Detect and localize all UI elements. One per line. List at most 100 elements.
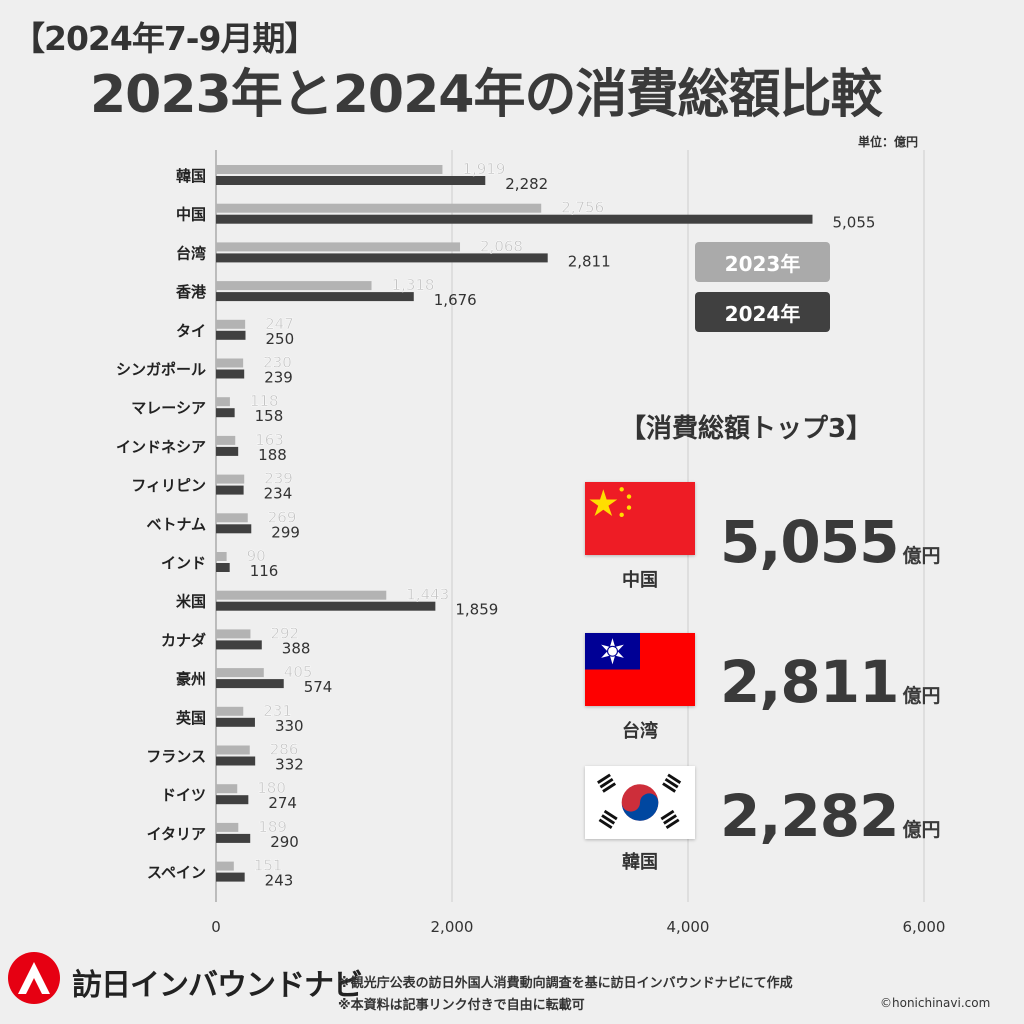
value-label-2023: 90	[247, 547, 266, 565]
value-label-2024: 243	[265, 872, 294, 890]
category-label: ドイツ	[161, 786, 206, 804]
value-label-2023: 231	[263, 702, 292, 720]
value-label-2024: 2,811	[568, 252, 611, 270]
taiwan-flag-icon	[585, 633, 695, 706]
bar-2023	[216, 435, 236, 445]
legend-2024: 2024年	[695, 292, 830, 332]
bar-2023	[216, 281, 372, 291]
category-label: 米国	[176, 593, 206, 611]
value-label-2024: 239	[264, 369, 293, 387]
value-label-2023: 405	[284, 663, 313, 681]
category-label: インドネシア	[116, 438, 206, 456]
bar-2023	[216, 552, 227, 561]
value-label-2024: 299	[271, 523, 300, 541]
value-label-2023: 118	[250, 392, 279, 410]
china-flag-icon	[585, 482, 695, 555]
category-label: シンガポール	[116, 361, 206, 379]
value-label-2023: 230	[263, 354, 292, 372]
value-label-2024: 1,859	[455, 601, 498, 619]
bar-2024	[216, 330, 246, 340]
bar-2023	[216, 745, 250, 755]
bar-2023	[216, 590, 387, 600]
value-label-2023: 247	[265, 315, 294, 333]
value-label-2024: 5,055	[832, 214, 875, 232]
bar-2024	[216, 485, 244, 495]
value-label-2023: 189	[258, 818, 287, 836]
bar-2024	[216, 833, 251, 843]
top3-country: 韓国	[622, 852, 658, 873]
bar-2023	[216, 706, 244, 716]
bar-2024	[216, 640, 262, 650]
value-label-2023: 286	[270, 741, 299, 759]
bar-2024	[216, 872, 245, 882]
top2-amount: 2,811 億円	[720, 648, 941, 716]
legend-2023: 2023年	[695, 242, 830, 282]
value-label-2024: 234	[264, 485, 293, 503]
value-label-2024: 330	[275, 717, 304, 735]
value-label-2023: 163	[255, 431, 284, 449]
category-label: フィリピン	[131, 477, 206, 495]
bar-2024	[216, 563, 230, 572]
category-label: カナダ	[161, 631, 206, 649]
x-tick-label: 6,000	[903, 918, 946, 936]
value-label-2024: 332	[275, 756, 304, 774]
bar-2024	[216, 717, 255, 727]
value-label-2023: 180	[257, 779, 286, 797]
bar-2024	[216, 369, 245, 379]
value-label-2023: 239	[264, 470, 293, 488]
x-tick-label: 2,000	[431, 918, 474, 936]
value-label-2023: 1,318	[392, 276, 435, 294]
x-tick-label: 4,000	[667, 918, 710, 936]
category-label: 香港	[176, 283, 207, 301]
bar-2023	[216, 784, 238, 794]
value-label-2023: 292	[270, 624, 299, 642]
reprint-note: ※本資料は記事リンク付きで自由に転載可	[338, 998, 585, 1013]
category-label: マレーシア	[131, 399, 206, 417]
bar-2024	[216, 446, 239, 456]
value-label-2024: 574	[304, 678, 333, 696]
category-label: スペイン	[147, 864, 206, 882]
bar-2024	[216, 524, 252, 534]
bar-2023	[216, 203, 542, 213]
value-label-2024: 188	[258, 446, 287, 464]
value-label-2024: 158	[255, 407, 284, 425]
category-label: イタリア	[147, 825, 206, 843]
page-title: 2023年と2024年の消費総額比較	[90, 65, 882, 125]
bar-2023	[216, 242, 461, 252]
unit-label: 単位：億円	[858, 135, 919, 149]
top3-title: 【消費総額トップ3】	[620, 414, 873, 444]
category-label: ベトナム	[146, 515, 206, 533]
bar-2024	[216, 214, 813, 224]
top1-country: 中国	[622, 570, 658, 591]
bar-2023	[216, 861, 234, 871]
bar-2023	[216, 513, 248, 523]
source-note: ※観光庁公表の訪日外国人消費動向調査を基に訪日インバウンドナビにて作成	[338, 976, 793, 991]
bar-2024	[216, 176, 486, 185]
category-label: インド	[161, 554, 206, 572]
period-label: 【2024年7-9月期】	[12, 19, 317, 58]
x-tick-label: 0	[211, 918, 221, 936]
value-label-2024: 116	[250, 562, 279, 580]
brand-name: 訪日インバウンドナビ	[72, 968, 363, 1003]
bar-2024	[216, 679, 284, 689]
category-label: 韓国	[176, 167, 206, 185]
bar-2023	[216, 629, 251, 639]
bar-2024	[216, 601, 436, 611]
category-label: 台湾	[176, 244, 206, 262]
top1-amount: 5,055 億円	[720, 508, 941, 576]
value-label-2024: 250	[266, 330, 295, 348]
value-label-2023: 2,756	[561, 199, 604, 217]
category-label: 英国	[176, 709, 206, 727]
value-label-2024: 2,282	[505, 175, 548, 193]
value-label-2024: 290	[270, 833, 299, 851]
value-label-2023: 1,443	[406, 586, 449, 604]
copyright: ©honichinavi.com	[880, 996, 991, 1010]
value-label-2023: 1,919	[462, 160, 505, 178]
value-label-2024: 274	[268, 794, 297, 812]
category-label: 中国	[176, 206, 206, 224]
bar-2023	[216, 474, 245, 484]
top2-country: 台湾	[622, 721, 658, 742]
bar-2023	[216, 397, 230, 407]
bar-2024	[216, 756, 256, 766]
top3-amount: 2,282 億円	[720, 782, 941, 850]
